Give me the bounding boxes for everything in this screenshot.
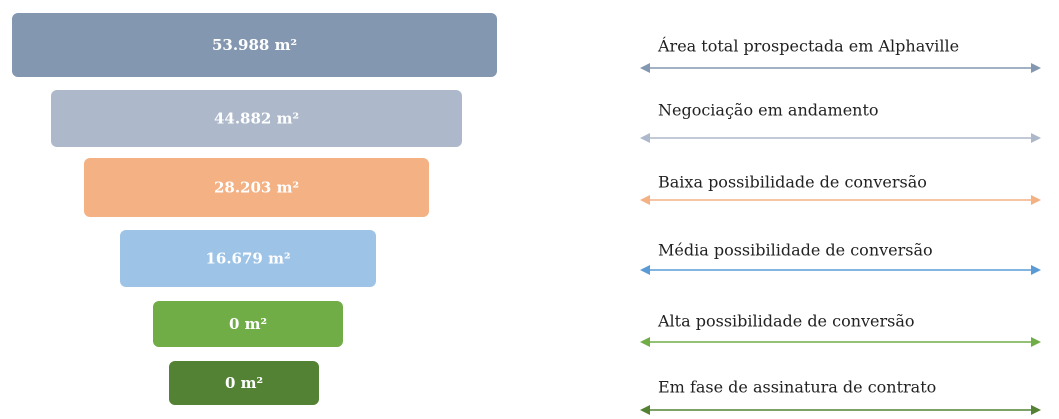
arrow-head	[640, 133, 650, 143]
arrow-head	[1031, 405, 1041, 415]
value-label: 0 m²	[229, 315, 267, 333]
category-label: Área total prospectada em Alphaville	[657, 36, 959, 56]
value-label: 16.679 m²	[205, 250, 290, 268]
arrow-head	[1031, 195, 1041, 205]
funnel-bar	[12, 13, 497, 77]
category-label: Baixa possibilidade de conversão	[658, 173, 927, 192]
value-label: 44.882 m²	[214, 110, 299, 128]
arrow-head	[1031, 63, 1041, 73]
arrow-head	[640, 195, 650, 205]
funnel-bar	[153, 301, 343, 347]
arrow-head	[640, 337, 650, 347]
arrow-head	[640, 265, 650, 275]
funnel-bar	[84, 158, 429, 217]
funnel-bar	[51, 90, 462, 147]
category-label: Média possibilidade de conversão	[658, 241, 933, 260]
arrow-head	[1031, 337, 1041, 347]
arrow-head	[640, 405, 650, 415]
category-label: Em fase de assinatura de contrato	[658, 378, 936, 397]
category-label: Negociação em andamento	[658, 101, 879, 120]
arrow-head	[640, 63, 650, 73]
value-label: 28.203 m²	[214, 179, 299, 197]
funnel-bar	[120, 230, 376, 287]
value-label: 53.988 m²	[212, 36, 297, 54]
funnel-bar	[169, 361, 319, 405]
arrow-head	[1031, 133, 1041, 143]
arrow-head	[1031, 265, 1041, 275]
value-label: 0 m²	[225, 374, 263, 392]
category-label: Alta possibilidade de conversão	[657, 312, 915, 331]
